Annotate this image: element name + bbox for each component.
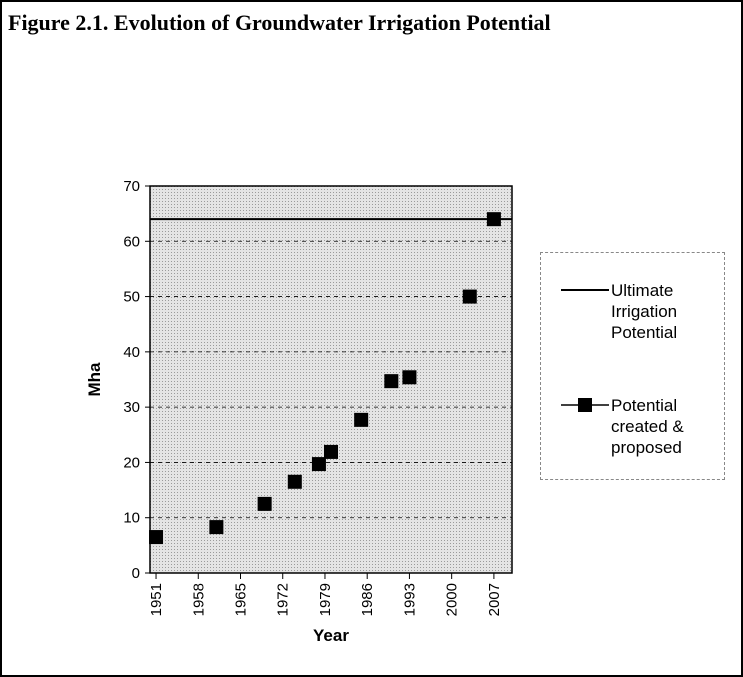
y-tick-label: 50 [123,289,140,306]
legend-marker [578,398,592,412]
legend-symbols [561,289,609,412]
legend-label: Ultimate Irrigation Potential [611,281,678,342]
x-tick-label: 1993 [401,583,418,616]
y-tick-label: 20 [123,454,140,471]
marker [209,520,224,535]
legend-label: Potential created & proposed [611,396,684,457]
marker [287,474,302,489]
y-tick-label: 40 [123,344,140,361]
marker [311,457,326,472]
x-tick-label: 1958 [190,583,207,616]
legend: Ultimate Irrigation Potential Potential … [540,252,725,480]
x-tick-label: 2000 [444,583,461,616]
plot-border [149,185,513,574]
x-axis-label: Year [313,626,349,645]
chart-title: Figure 2.1. Evolution of Groundwater Irr… [8,10,551,35]
y-axis-label: Mha [85,362,104,397]
x-tick-label: 1986 [359,583,376,616]
marker [324,444,338,459]
y-tick-label: 30 [123,399,140,416]
y-tick-label: 70 [123,178,140,195]
marker [354,412,369,427]
marker [257,496,272,511]
marker [402,370,417,385]
x-tick-label: 2007 [486,583,503,616]
y-tick-label: 0 [132,565,140,582]
x-tick-label: 1965 [233,583,250,616]
y-tick-label: 60 [123,233,140,250]
marker [149,530,164,545]
plot-area [150,186,512,573]
marker [486,212,501,227]
x-tick-label: 1972 [275,583,292,616]
x-tick-label: 1951 [148,583,165,616]
y-tick-label: 10 [123,510,140,527]
marker [384,374,399,389]
marker [462,289,477,304]
x-tick-label: 1979 [317,583,334,616]
